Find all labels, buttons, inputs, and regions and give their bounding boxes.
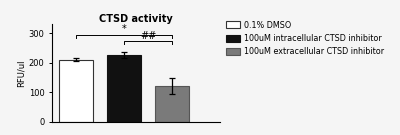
Bar (59, 60, 93, 122)
Y-axis label: RFU/ul: RFU/ul (17, 59, 26, 87)
Title: CTSD activity: CTSD activity (99, 14, 173, 23)
Legend: 0.1% DMSO, 100uM intracellular CTSD inhibitor, 100uM extracellular CTSD inhibito: 0.1% DMSO, 100uM intracellular CTSD inhi… (226, 21, 384, 56)
Text: *: * (122, 24, 126, 34)
Bar (155, 86, 189, 122)
Bar (107, 55, 141, 122)
Text: ##: ## (140, 31, 156, 41)
